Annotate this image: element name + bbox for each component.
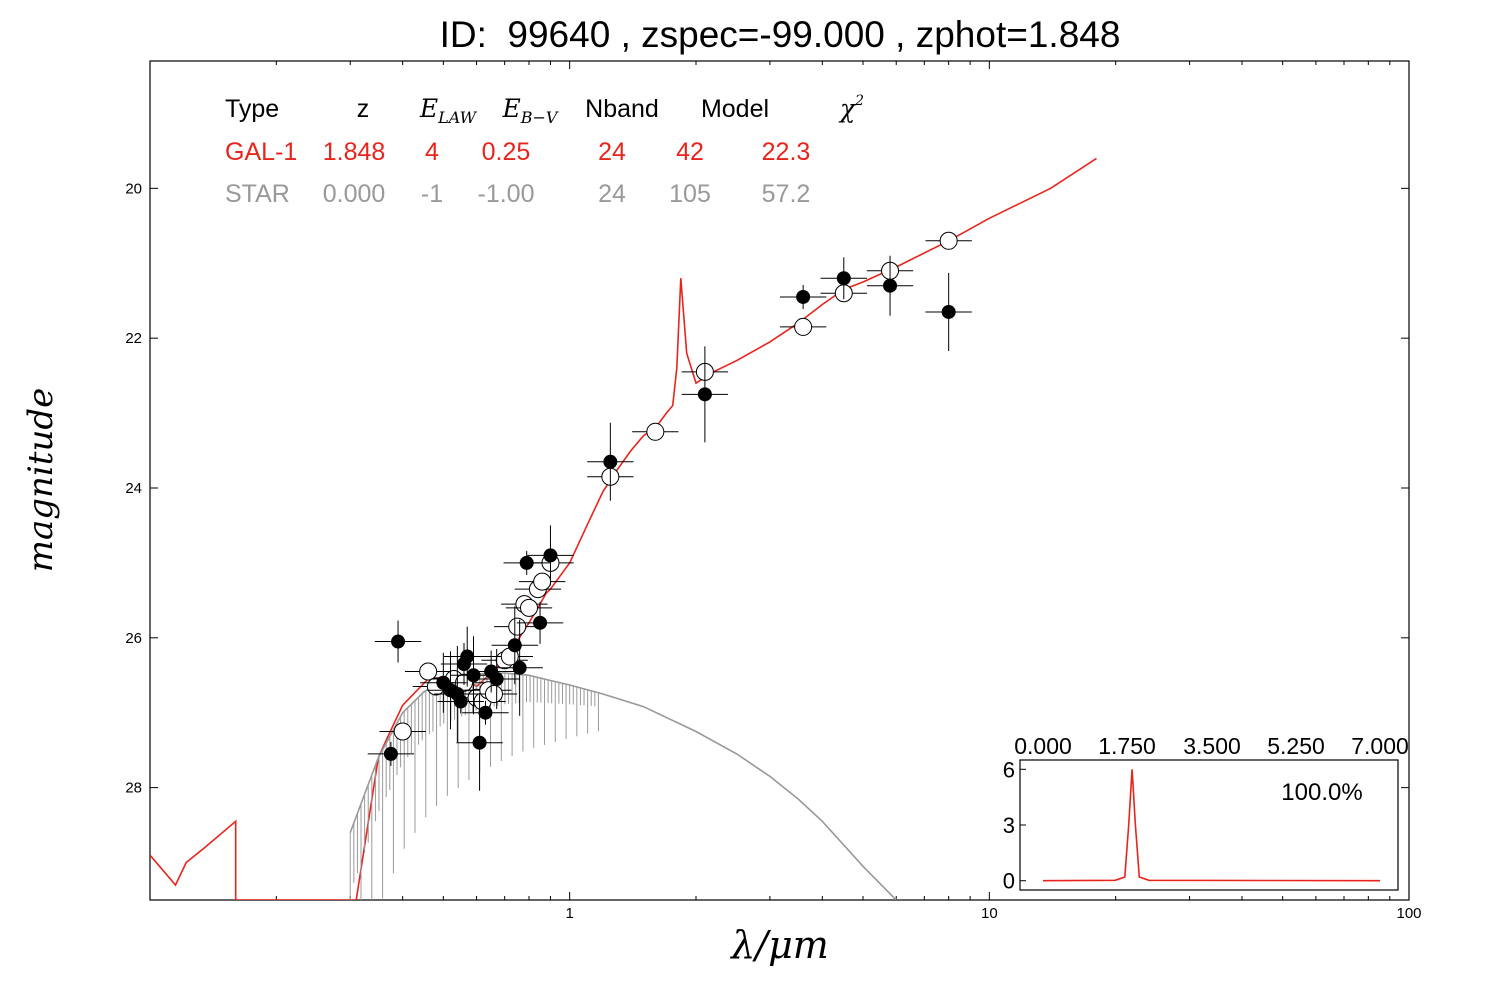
table-header: χ2 [838, 93, 864, 123]
table-cell: GAL-1 [225, 138, 297, 166]
inset-y-tick-label: 0 [1003, 869, 1015, 894]
table-cell: 24 [598, 138, 626, 166]
observed-flux-point [941, 304, 956, 319]
x-tick-label: 10 [981, 905, 998, 922]
main-plot-frame [149, 60, 1410, 901]
star-model-line [349, 672, 897, 900]
observed-flux-point [391, 634, 406, 649]
inset-plot-frame [1019, 759, 1399, 891]
y-tick-label: 22 [125, 330, 142, 347]
table-cell: -1 [421, 180, 443, 208]
chart-title: ID: 99640 , zspec=-99.000 , zphot=1.848 [439, 14, 1121, 55]
model-flux-point [939, 231, 958, 250]
observed-flux-point [507, 638, 522, 653]
fit-results-table: Type z ELAW EB−V Nband Model χ2 GAL-1 1.848 4 0.25… [225, 93, 864, 208]
observed-flux-point [460, 649, 475, 664]
table-header: z [357, 95, 370, 123]
main-plot-area [150, 157, 1097, 900]
table-cell: 1.848 [323, 138, 386, 166]
model-flux-point [484, 684, 503, 703]
table-cell: 0.000 [323, 180, 386, 208]
observed-flux-point [533, 615, 548, 630]
model-flux-point [646, 422, 665, 441]
observed-flux-point [603, 454, 618, 469]
observed-flux-point [489, 672, 504, 687]
observed-flux-point [383, 746, 398, 761]
observed-flux-point [796, 289, 811, 304]
table-cell: 0.25 [482, 138, 531, 166]
model-flux-point [508, 617, 527, 636]
table-cell: 22.3 [762, 138, 811, 166]
x-tick-label: 100 [1396, 905, 1421, 922]
model-flux-point [519, 598, 538, 617]
observed-flux-point [883, 278, 898, 293]
observed-flux-point [543, 548, 558, 563]
x-tick-label: 1 [565, 905, 573, 922]
main-axes-ticks: 20 22 24 26 28 1 10 100 [125, 61, 1422, 922]
observed-flux-point [697, 387, 712, 402]
inset-x-tick-label: 3.500 [1183, 733, 1241, 759]
table-header: Nband [585, 95, 659, 123]
inset-x-tick-label: 5.250 [1267, 733, 1325, 759]
inset-x-tick-label: 1.750 [1098, 733, 1156, 759]
table-cell: 42 [676, 138, 704, 166]
table-header: EB−V [502, 94, 559, 127]
y-tick-label: 28 [125, 780, 142, 797]
table-header: Model [701, 95, 769, 123]
model-flux-point [419, 662, 438, 681]
table-cell: 4 [425, 138, 439, 166]
table-cell: 105 [669, 180, 711, 208]
table-cell: 57.2 [762, 180, 811, 208]
y-tick-label: 24 [125, 480, 142, 497]
inset-annotation: 100.0% [1281, 779, 1362, 806]
inset-x-tick-label: 7.000 [1351, 733, 1409, 759]
observed-flux-point [472, 735, 487, 750]
y-tick-label: 20 [125, 180, 142, 197]
table-cell: STAR [225, 180, 290, 208]
observed-flux-point [478, 705, 493, 720]
y-tick-label: 26 [125, 630, 142, 647]
inset-y-tick-label: 3 [1003, 813, 1015, 838]
inset-x-tick-label: 0.000 [1014, 733, 1072, 759]
table-header: ELAW [419, 94, 478, 127]
inset-pdf-chart: 0.000 1.750 3.500 5.250 7.000 0 3 6 100.0% [1003, 733, 1409, 894]
observed-flux-point [512, 660, 527, 675]
table-cell: 24 [598, 180, 626, 208]
inset-pdf-line [1042, 769, 1381, 882]
observed-flux-point [519, 555, 534, 570]
model-flux-point [393, 722, 412, 741]
observed-flux-point [453, 694, 468, 709]
model-flux-point [794, 317, 813, 336]
inset-y-tick-label: 6 [1003, 757, 1015, 782]
galaxy-model-line [150, 157, 1097, 900]
y-axis-label: magnitude [21, 388, 61, 573]
table-header: Type [225, 95, 279, 123]
observed-flux-point [836, 271, 851, 286]
observed-flux-point [466, 668, 481, 683]
x-axis-label: λ/μm [729, 923, 829, 967]
table-cell: -1.00 [478, 180, 535, 208]
model-flux-point [533, 572, 552, 591]
